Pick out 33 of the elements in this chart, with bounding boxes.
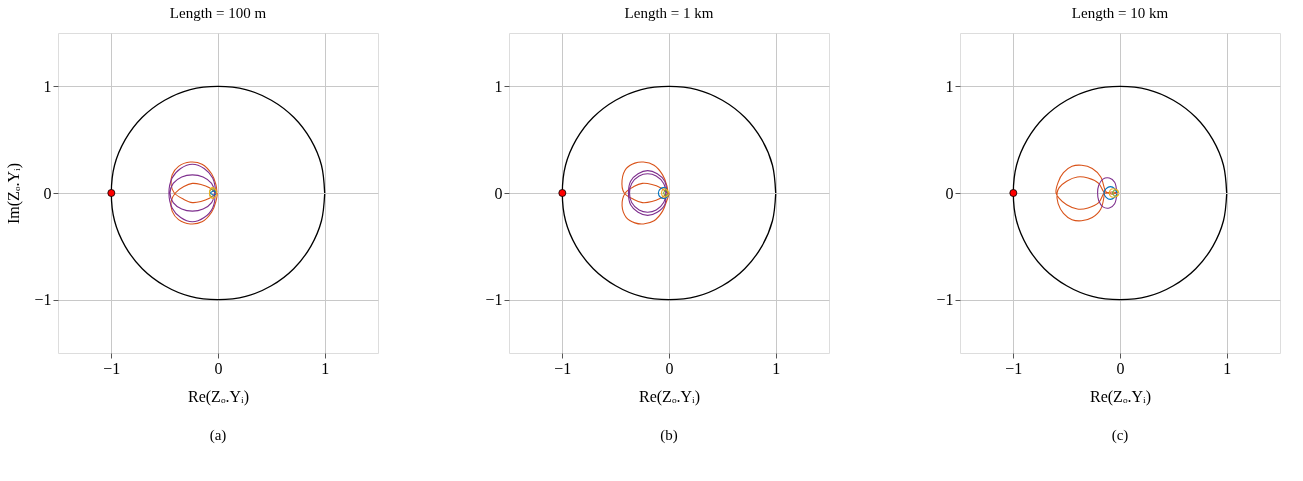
x-tick-label: 0 xyxy=(214,359,223,377)
x-tick-label: 0 xyxy=(665,359,674,377)
line-series xyxy=(627,170,668,216)
text: (c) xyxy=(1111,427,1129,444)
x-axis-title: Re(Zₒ.Yᵢ) xyxy=(1090,387,1151,406)
x-tick-label: −1 xyxy=(554,359,572,377)
y-tick-label: 0 xyxy=(945,184,954,202)
y-tick-label: −1 xyxy=(936,291,954,309)
text: (b) xyxy=(660,427,678,444)
chart-title: Length = 10 km xyxy=(1071,5,1169,21)
x-tick-label: −1 xyxy=(103,359,121,377)
y-axis-title: Im(Zₒ.Yᵢ) xyxy=(5,163,24,224)
y-tick-label: 0 xyxy=(43,184,52,202)
x-axis-title: Re(Zₒ.Yᵢ) xyxy=(188,387,249,406)
chart-title: Length = 1 km xyxy=(624,5,714,21)
line-series xyxy=(1055,164,1119,222)
y-tick-label: 1 xyxy=(945,77,954,95)
line-series xyxy=(621,161,670,225)
line-series xyxy=(1103,186,1118,200)
y-tick-label: 1 xyxy=(43,77,52,95)
x-tick-label: 1 xyxy=(321,359,330,377)
y-tick-label: −1 xyxy=(485,291,503,309)
x-tick-label: 0 xyxy=(1116,359,1125,377)
y-tick-label: −1 xyxy=(34,291,52,309)
line-series xyxy=(1097,177,1118,209)
chart-title: Length = 100 m xyxy=(169,5,267,21)
y-tick-label: 0 xyxy=(494,184,503,202)
x-tick-label: −1 xyxy=(1005,359,1023,377)
text: (a) xyxy=(209,427,227,444)
x-tick-label: 1 xyxy=(772,359,781,377)
x-axis-title: Re(Zₒ.Yᵢ) xyxy=(639,387,700,406)
x-tick-label: 1 xyxy=(1223,359,1232,377)
y-tick-label: 1 xyxy=(494,77,503,95)
